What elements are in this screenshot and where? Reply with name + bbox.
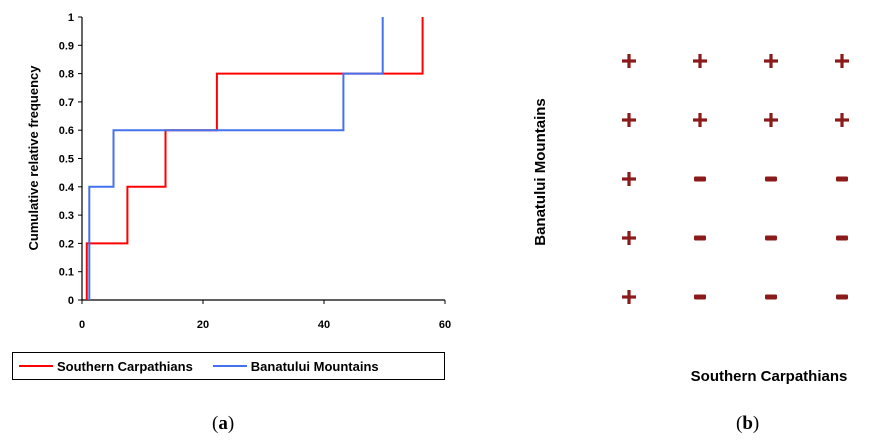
plus-symbol-vertical: [627, 290, 631, 304]
caption-paren: (: [212, 413, 219, 434]
caption-letter: b: [742, 413, 753, 434]
plus-symbol-vertical: [840, 113, 844, 127]
plus-symbol-vertical: [627, 113, 631, 127]
minus-symbol: [836, 235, 848, 241]
plus-symbol-vertical: [769, 54, 773, 68]
sign-matrix: Banatului Mountains Southern Carpathians: [532, 54, 849, 385]
x-tick-label: 60: [439, 319, 451, 331]
plus-symbol-vertical: [769, 113, 773, 127]
caption-paren: ): [227, 413, 235, 434]
legend-item-southern: Southern Carpathians: [19, 359, 193, 374]
plus-symbol-vertical: [698, 54, 702, 68]
series-line-banatului-mountains: [88, 17, 384, 300]
minus-symbol: [765, 235, 777, 241]
caption-paren: (: [736, 413, 743, 434]
legend-label: Banatului Mountains: [250, 358, 379, 374]
cdf-chart: 0 0.1 0.2 0.3 0.4 0.5 0.6 0.7 0.8 0.9 1 0 20 40 60 Cum…: [26, 12, 451, 331]
chart-axes: 0 0.1 0.2 0.3 0.4 0.5 0.6 0.7 0.8 0.9 1 0 20 40 60: [59, 12, 451, 331]
y-tick-label: 0.8: [59, 69, 74, 81]
minus-symbol: [836, 294, 848, 300]
legend-label: Southern Carpathians: [57, 358, 193, 374]
y-tick-label: 0.1: [59, 267, 74, 279]
y-tick-label: 0.6: [59, 125, 74, 137]
plus-symbol-vertical: [627, 231, 631, 245]
x-tick-label: 40: [318, 319, 330, 331]
minus-symbol: [765, 294, 777, 300]
minus-symbol: [765, 176, 777, 182]
y-tick-label: 0.2: [59, 238, 74, 250]
legend-swatch-red: [19, 365, 53, 367]
y-tick-label: 0: [68, 295, 74, 307]
legend-swatch-blue: [212, 365, 247, 367]
matrix-y-label: Banatului Mountains: [532, 98, 549, 246]
y-tick-label: 0.7: [59, 97, 74, 109]
y-tick-label: 0.9: [59, 40, 74, 52]
y-tick-label: 0.4: [59, 182, 75, 194]
chart-series-group: [85, 17, 424, 300]
legend-item-banatului: Banatului Mountains: [212, 358, 379, 374]
y-tick-label: 0.3: [59, 210, 74, 222]
plus-symbol-vertical: [698, 113, 702, 127]
caption-letter: a: [218, 413, 228, 434]
series-line-southern-carpathians: [85, 17, 424, 300]
minus-symbol: [694, 235, 706, 241]
caption-a: (a): [212, 413, 234, 435]
minus-symbol: [694, 176, 706, 182]
plus-symbol-vertical: [627, 172, 631, 186]
x-tick-label: 0: [79, 319, 85, 331]
matrix-cells: [622, 54, 849, 304]
plus-symbol-vertical: [840, 54, 844, 68]
minus-symbol: [836, 176, 848, 182]
matrix-x-label: Southern Carpathians: [691, 368, 848, 385]
caption-b: (b): [736, 413, 759, 435]
caption-paren: ): [752, 413, 760, 434]
y-tick-label: 1: [68, 12, 74, 24]
plus-symbol-vertical: [627, 54, 631, 68]
x-tick-label: 20: [197, 319, 209, 331]
y-axis-label: Cumulative relative frequency: [26, 65, 41, 251]
minus-symbol: [694, 294, 706, 300]
chart-legend: Southern Carpathians Banatului Mountains: [12, 352, 445, 380]
y-tick-label: 0.5: [59, 154, 74, 166]
